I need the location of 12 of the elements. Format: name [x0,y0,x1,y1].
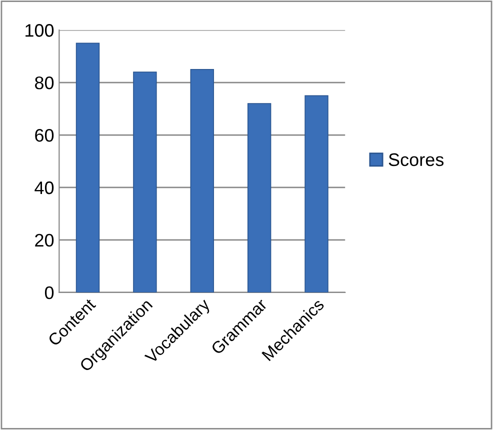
y-tick-label: 60 [35,128,54,142]
y-tick-label: 0 [44,286,54,300]
y-tick-label: 20 [35,234,54,247]
bar [133,72,157,292]
bar [76,42,100,292]
bar [190,69,214,292]
y-tick-label: 100 [26,24,54,37]
legend-label: Scores [388,153,444,166]
y-tick-label: 80 [35,76,54,90]
y-tick-label: 40 [34,181,54,194]
bar [304,95,328,292]
bar [247,103,272,292]
